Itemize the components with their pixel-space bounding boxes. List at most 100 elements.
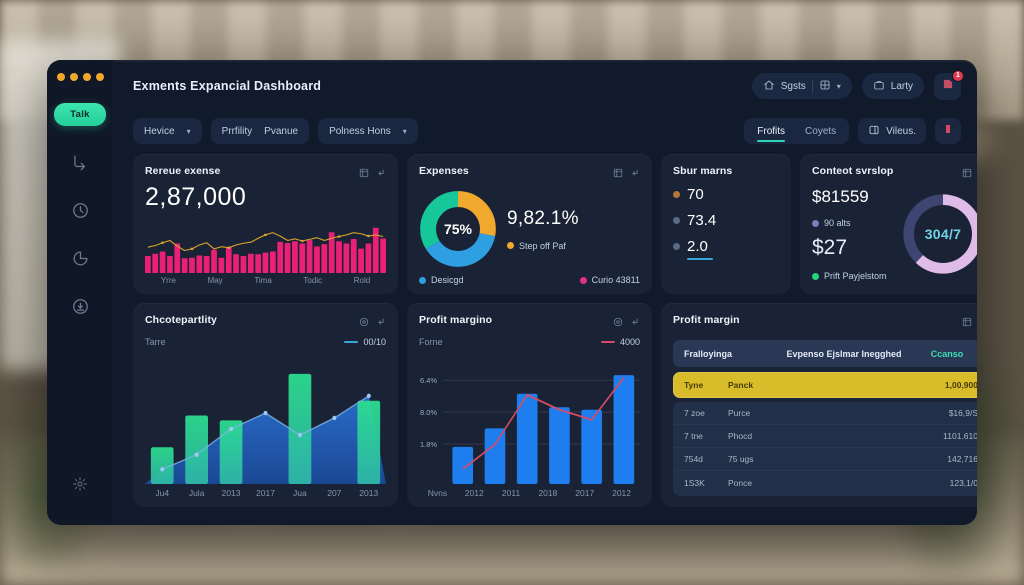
table-row[interactable]: 754d 75 ugs 142,716 — [673, 448, 977, 471]
contact-donut: 304/7 — [899, 190, 977, 278]
table-cell: 7 zoe — [684, 408, 705, 418]
library-label: Larty — [890, 80, 913, 92]
legend-swatch — [579, 276, 587, 284]
expand-icon[interactable] — [630, 314, 640, 332]
axis-tick: Jua — [293, 488, 307, 498]
opportunity-x-axis: Ju4 Jula 2013 2017 Jua 207 2013 — [145, 484, 386, 498]
filter-chip-business-hours[interactable]: Polness Hons ▾ — [318, 118, 418, 144]
legend-swatch — [507, 242, 514, 249]
filter-chip-profitability[interactable]: Prrfility Pvanue — [210, 118, 310, 144]
expand-icon[interactable] — [376, 314, 386, 332]
chevron-down-icon[interactable]: ▾ — [186, 126, 191, 136]
expand-icon[interactable] — [630, 165, 640, 183]
axis-tick: Todic — [303, 276, 323, 285]
talk-button[interactable]: Talk — [54, 103, 106, 126]
views-label: Vileus. — [886, 125, 916, 137]
sidebar: Talk — [47, 60, 114, 525]
donut-center-label: 75% — [436, 207, 480, 251]
notifications-button[interactable]: 1 — [934, 69, 964, 100]
tab-coyets[interactable]: Coyets — [805, 125, 837, 137]
revenue-chart — [145, 214, 386, 273]
card-header: Profit margino — [419, 314, 640, 332]
table-cell: 7 tne — [684, 431, 703, 441]
contact-body: $81559 90 alts $27 Prift Payjelstom — [812, 183, 977, 285]
axis-tick: Yrre — [160, 276, 176, 285]
table-header-cell: Evpenso Ejslmar Inegghed — [786, 348, 902, 359]
card-profit-table: Profit margin Fralloyinga Evpenso Ejslma… — [661, 303, 977, 507]
dashboard-grid: Rereue exense 2,87,000 Yrre — [114, 150, 977, 525]
expenses-donut: 75% — [419, 190, 497, 268]
card-tools — [962, 165, 977, 183]
notification-badge: 1 — [952, 69, 964, 82]
chevron-down-icon[interactable]: ▾ — [402, 126, 407, 136]
table-cell: Panck — [728, 380, 754, 390]
window-dot — [95, 73, 104, 81]
agents-label: Sgsts — [780, 80, 806, 92]
alert-button[interactable] — [935, 118, 961, 144]
card-title: Conteot svrslop — [812, 165, 894, 177]
card-header: Rereue exense — [145, 165, 386, 183]
table-cell: 1S3K — [684, 477, 705, 488]
target-icon[interactable] — [359, 314, 369, 332]
table-row[interactable]: 1S3K Ponce 123,1/0 — [673, 471, 977, 494]
grid-icon[interactable] — [819, 79, 831, 94]
table-cell: 1101.610 — [943, 431, 977, 441]
card-title: Rereue exense — [145, 165, 221, 177]
table-header-row: Fralloyinga Evpenso Ejslmar Inegghed Cca… — [673, 340, 977, 367]
axis-tick: 207 — [327, 488, 342, 498]
tab-profits[interactable]: Frofits — [748, 118, 794, 144]
grid-icon[interactable] — [962, 314, 972, 332]
revenue-value: 2,87,000 — [145, 183, 247, 211]
sidebar-item-analytics[interactable] — [67, 248, 93, 274]
topbar: Exments Expancial Dashboard Sgsts ▾ — [114, 60, 977, 112]
stat-value: 73.4 — [687, 212, 717, 229]
expand-icon[interactable] — [376, 165, 386, 183]
main-area: Exments Expancial Dashboard Sgsts ▾ — [114, 60, 977, 525]
profit-margins-legend: Forne 4000 — [419, 337, 640, 347]
table-row[interactable]: Tyne Panck 1,00,900 — [673, 372, 977, 398]
window-icon — [868, 124, 880, 139]
card-title: Expenses — [419, 165, 469, 177]
table-row[interactable]: 7 tne Phocd 1101.610 — [673, 425, 977, 448]
stat-underline — [687, 258, 713, 260]
table-cell: Ponce — [728, 477, 753, 488]
table-row[interactable]: 7 zoe Purce $16,9/S — [673, 402, 977, 425]
window-dot — [82, 73, 91, 81]
filter-bar: Hevice ▾ Prrfility Pvanue Polness Hons ▾… — [114, 112, 977, 150]
sidebar-item-clock[interactable] — [67, 200, 93, 226]
card-contact-envelope: Conteot svrslop $81559 — [800, 154, 977, 294]
views-button[interactable]: Vileus. — [858, 118, 926, 144]
legend-swatch — [812, 219, 819, 227]
grid-icon[interactable] — [613, 165, 623, 183]
card-header: Chcotepartlity — [145, 314, 386, 332]
chevron-down-icon[interactable]: ▾ — [836, 81, 841, 91]
divider — [811, 79, 813, 93]
revenue-x-axis: Yrre May Tima Todic Rold — [145, 273, 386, 285]
table-header-cell[interactable]: Ccanso — [930, 348, 964, 359]
axis-tick: Nvns — [427, 488, 448, 498]
grid-icon[interactable] — [962, 165, 972, 183]
sidebar-item-cursor[interactable] — [67, 152, 93, 178]
sidebar-item-download[interactable] — [67, 296, 93, 322]
filter-chip-revenue-label[interactable]: Pvanue — [264, 125, 299, 137]
grid-icon[interactable] — [359, 165, 369, 183]
table-header-cell: Fralloyinga — [684, 348, 733, 359]
stat-swatch — [673, 243, 680, 250]
stat-value: 2.0 — [687, 238, 708, 255]
stat-item-highlighted: 2.0 — [673, 238, 779, 260]
profit-table: Fralloyinga Evpenso Ejslmar Inegghed Cca… — [673, 340, 977, 498]
cursor-icon — [71, 153, 90, 177]
filter-chip-device[interactable]: Hevice ▾ — [133, 118, 202, 144]
card-header: Conteot svrslop — [812, 165, 977, 183]
settings-button[interactable] — [72, 476, 88, 497]
table-cell: Phocd — [728, 431, 753, 441]
card-opportunity: Chcotepartlity Tarre 00/10 — [133, 303, 398, 507]
card-expenses: Expenses 75% — [407, 154, 652, 294]
sidebar-nav — [67, 152, 93, 322]
card-tools — [613, 314, 640, 332]
expenses-summary: 9,82.1% Step off Paf — [507, 208, 640, 251]
legend-right: 4000 — [600, 337, 640, 347]
target-icon[interactable] — [613, 314, 623, 332]
agents-selector[interactable]: Sgsts ▾ — [751, 73, 852, 99]
library-button[interactable]: Larty — [861, 73, 924, 99]
